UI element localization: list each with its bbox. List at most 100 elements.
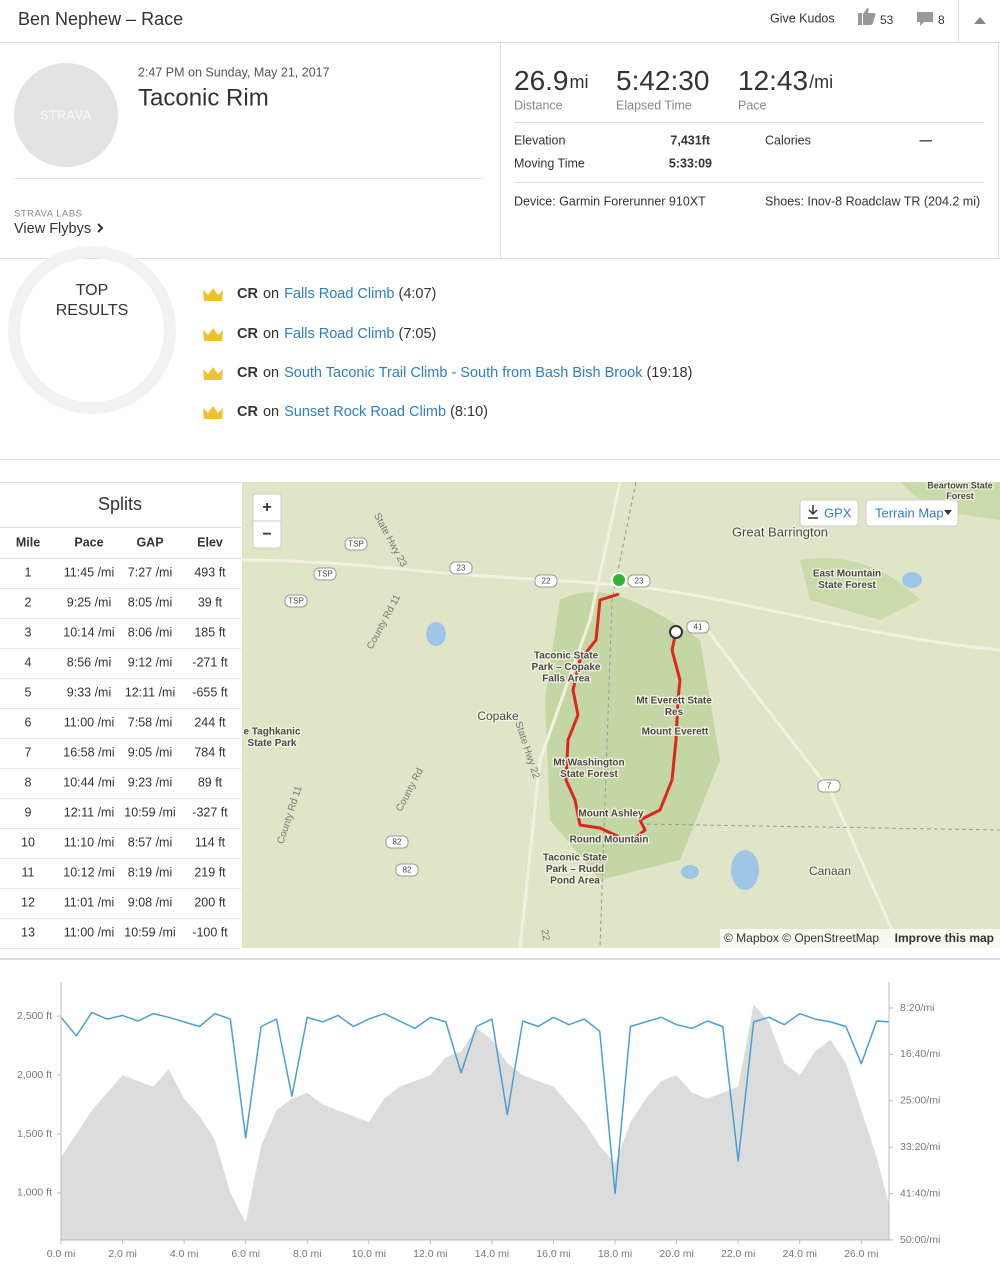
splits-cell: 8:56 /mi bbox=[67, 655, 111, 669]
splits-header: Elev bbox=[197, 535, 223, 549]
resize-handle[interactable] bbox=[0, 958, 1000, 960]
splits-cell: 12:11 /mi bbox=[64, 805, 115, 819]
road-shield-label: 22 bbox=[542, 577, 551, 586]
road-shield bbox=[686, 620, 710, 634]
comment-icon[interactable] bbox=[917, 12, 933, 26]
splits-cell: 114 ft bbox=[195, 835, 226, 849]
layer-button[interactable] bbox=[865, 499, 959, 527]
chevron bbox=[97, 223, 104, 233]
map-label: Mount Ashley bbox=[578, 809, 644, 820]
result-label: CR bbox=[237, 404, 258, 420]
improve-link[interactable]: Improve this map bbox=[895, 931, 994, 945]
kudos-icon[interactable] bbox=[858, 8, 876, 25]
result-prep: on bbox=[263, 365, 279, 381]
splits-cell: 200 ft bbox=[194, 895, 226, 909]
road-label: 22 bbox=[538, 929, 551, 942]
splits-cell: 11:45 /mi bbox=[64, 565, 115, 579]
crown-icon bbox=[203, 367, 223, 380]
stat-value: 7,431ft bbox=[670, 133, 710, 147]
road-shield-label: 7 bbox=[827, 782, 832, 791]
layer-label[interactable]: Terrain Map bbox=[875, 505, 944, 520]
x-tick-label: 12.0 mi bbox=[413, 1248, 447, 1260]
map-label: Taconic State bbox=[534, 651, 599, 662]
lake bbox=[681, 865, 699, 879]
x-tick-label: 14.0 mi bbox=[475, 1248, 509, 1260]
road bbox=[698, 619, 902, 949]
result-item: CR on Falls Road Climb (7:05) bbox=[237, 326, 436, 342]
splits-cell: 11:00 /mi bbox=[64, 715, 115, 729]
gpx-button[interactable] bbox=[799, 499, 859, 527]
stat-value: 5:33:09 bbox=[669, 156, 712, 170]
result-label: CR bbox=[237, 365, 258, 381]
road-shield-label: TSP bbox=[288, 597, 304, 606]
splits-cell: 8:57 /mi bbox=[128, 835, 172, 849]
road-shield bbox=[284, 594, 308, 608]
state-line bbox=[599, 481, 637, 949]
segment-link[interactable]: Sunset Rock Road Climb bbox=[284, 404, 446, 420]
y-tick-label: 1,500 ft bbox=[17, 1128, 52, 1140]
gpx-label[interactable]: GPX bbox=[824, 505, 852, 520]
crown-icon bbox=[203, 288, 223, 301]
map-label: Beartown State bbox=[927, 480, 993, 490]
splits-cell: 8 bbox=[25, 775, 32, 789]
splits-cell: 1 bbox=[25, 565, 32, 579]
result-time: (8:10) bbox=[450, 404, 488, 420]
splits-cell: 11 bbox=[22, 865, 35, 879]
splits-cell: 89 ft bbox=[198, 775, 223, 789]
collapse-icon[interactable] bbox=[974, 17, 986, 24]
result-time: (4:07) bbox=[399, 286, 437, 302]
stat-label: Elevation bbox=[514, 133, 565, 147]
map-label: e Taghkanic bbox=[243, 727, 300, 738]
y2-tick-label: 33:20/mi bbox=[900, 1141, 940, 1153]
result-label: CR bbox=[237, 286, 258, 302]
road-shield-label: 23 bbox=[457, 564, 466, 573]
activity-datetime: 2:47 PM on Sunday, May 21, 2017 bbox=[138, 65, 330, 79]
x-tick-label: 2.0 mi bbox=[108, 1248, 137, 1260]
kudos-button[interactable]: Give Kudos bbox=[770, 11, 835, 25]
splits-cell: 8:06 /mi bbox=[128, 625, 172, 639]
avatar bbox=[14, 63, 118, 167]
splits-cell: 8:19 /mi bbox=[128, 865, 172, 879]
splits-cell: 10:14 /mi bbox=[63, 625, 114, 639]
splits-cell: -100 ft bbox=[192, 925, 228, 939]
splits-cell: -655 ft bbox=[192, 685, 228, 699]
splits-header: GAP bbox=[136, 535, 163, 549]
comment-count: 8 bbox=[938, 13, 945, 27]
flybys-link[interactable]: View Flybys bbox=[14, 221, 91, 237]
zoom-out[interactable]: − bbox=[262, 526, 271, 543]
segment-link[interactable]: Falls Road Climb bbox=[284, 326, 394, 342]
splits-cell: 5 bbox=[25, 685, 32, 699]
stat-label: Pace bbox=[738, 98, 767, 112]
x-tick-label: 16.0 mi bbox=[536, 1248, 570, 1260]
splits-panel bbox=[0, 482, 241, 948]
road-shield bbox=[449, 561, 473, 575]
splits-cell: 10:44 /mi bbox=[63, 775, 114, 789]
road-shield bbox=[817, 779, 841, 793]
segment-link[interactable]: South Taconic Trail Climb - South from B… bbox=[284, 365, 643, 381]
labs-label: STRAVA LABS bbox=[14, 209, 83, 220]
kudos-count: 53 bbox=[880, 13, 894, 27]
start-marker bbox=[611, 572, 627, 588]
top-results-title: RESULTS bbox=[56, 302, 129, 319]
map[interactable]: + − GPX Terrain Map Great Barrington East Mou… bbox=[241, 479, 1000, 949]
splits-cell: 10 bbox=[21, 835, 35, 849]
x-tick-label: 6.0 mi bbox=[231, 1248, 260, 1260]
splits-cell: 9:33 /mi bbox=[67, 685, 111, 699]
stat-value: 5:42:30 bbox=[616, 65, 709, 96]
crown-icon bbox=[203, 406, 223, 419]
map-label: Mt Everett State bbox=[636, 696, 712, 707]
zoom-in[interactable]: + bbox=[262, 499, 271, 516]
map-label: East Mountain bbox=[813, 569, 881, 580]
road-shield-label: 41 bbox=[694, 623, 703, 632]
segment-link[interactable]: Falls Road Climb bbox=[284, 286, 394, 302]
road-shield bbox=[534, 574, 558, 588]
stat-label: Calories bbox=[765, 133, 811, 147]
result-item: CR on Falls Road Climb (4:07) bbox=[237, 286, 436, 302]
x-tick-label: 22.0 mi bbox=[721, 1248, 755, 1260]
x-tick-label: 10.0 mi bbox=[352, 1248, 386, 1260]
splits-cell: 10:59 /mi bbox=[124, 925, 175, 939]
result-label: CR bbox=[237, 326, 258, 342]
x-tick-label: 0.0 mi bbox=[47, 1248, 76, 1260]
map-label: Pond Area bbox=[550, 876, 600, 887]
